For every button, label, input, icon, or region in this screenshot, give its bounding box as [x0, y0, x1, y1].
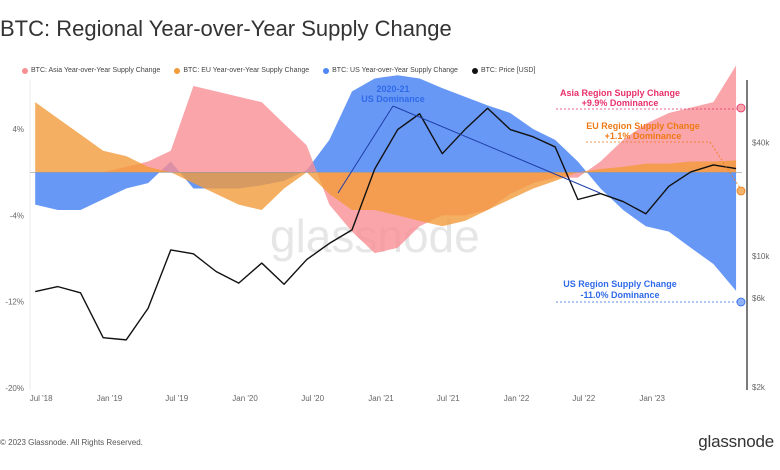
- axis-layer: 4% -4% -12% -20% $40k $10k $6k $2k Jul '18 Jan '1…: [5, 80, 770, 403]
- area-series-eu: [35, 102, 737, 227]
- us-dominance-label-2: US Dominance: [361, 94, 425, 104]
- y-right-tick-label: $10k: [752, 252, 770, 261]
- legend-label-eu: BTC: EU Year-over-Year Supply Change: [183, 67, 310, 74]
- eu-end-marker: [736, 186, 746, 196]
- chart-legend: BTC: Asia Year-over-Year Supply Change B…: [22, 67, 535, 74]
- annotation-layer: 2020-21 US Dominance Asia Region Supply …: [337, 84, 746, 307]
- asia-annotation-1: Asia Region Supply Change: [560, 88, 680, 98]
- legend-swatch-asia: [22, 67, 28, 74]
- us-dominance-label-1: 2020-21: [376, 84, 409, 94]
- legend-item-price[interactable]: BTC: Price [USD]: [471, 67, 536, 74]
- legend-swatch-eu: [174, 67, 181, 74]
- x-tick-label: Jan '19: [97, 394, 123, 403]
- legend-item-asia[interactable]: BTC: Asia Year-over-Year Supply Change: [22, 67, 160, 74]
- copyright-text: © 2023 Glassnode. All Rights Reserved.: [0, 438, 143, 447]
- us-dominance-line-up: [337, 105, 394, 194]
- x-tick-label: Jan '21: [368, 394, 394, 403]
- y-left-tick-label: -20%: [5, 384, 24, 393]
- price-layer: [35, 107, 737, 341]
- y-left-tick-label: -12%: [5, 298, 24, 307]
- legend-label-asia: BTC: Asia Year-over-Year Supply Change: [31, 67, 161, 74]
- eu-annotation-1: EU Region Supply Change: [586, 121, 700, 131]
- chart-title: BTC: Regional Year-over-Year Supply Chan…: [0, 16, 452, 41]
- eu-guide-drop: [709, 141, 741, 189]
- x-tick-label: Jan '22: [504, 394, 530, 403]
- y-right-tick-label: $2k: [752, 383, 766, 392]
- x-tick-label: Jan '20: [232, 394, 258, 403]
- eu-annotation-2: +1.1% Dominance: [605, 131, 682, 141]
- asia-annotation-2: +9.9% Dominance: [582, 98, 659, 108]
- area-series-asia: [35, 65, 737, 254]
- legend-label-price: BTC: Price [USD]: [480, 67, 536, 74]
- us-annotation-1: US Region Supply Change: [563, 279, 677, 289]
- x-tick-label: Jul '22: [572, 394, 595, 403]
- us-dominance-line-down: [392, 105, 601, 194]
- y-right-tick-label: $40k: [752, 139, 770, 148]
- x-tick-label: Jul '20: [301, 394, 324, 403]
- x-tick-label: Jan '23: [639, 394, 665, 403]
- y-right-tick-label: $6k: [752, 294, 766, 303]
- legend-label-us: BTC: US Year-over-Year Supply Change: [332, 67, 458, 74]
- x-tick-label: Jul '18: [30, 394, 53, 403]
- x-tick-label: Jul '19: [165, 394, 188, 403]
- legend-swatch-price: [471, 67, 478, 74]
- y-left-tick-label: -4%: [10, 211, 24, 220]
- us-annotation-2: -11.0% Dominance: [580, 290, 659, 300]
- x-tick-label: Jul '21: [437, 394, 460, 403]
- legend-item-eu[interactable]: BTC: EU Year-over-Year Supply Change: [174, 67, 309, 74]
- series-line-price: [35, 107, 737, 341]
- y-left-tick-label: 4%: [12, 125, 24, 134]
- us-end-marker: [736, 297, 746, 307]
- asia-end-marker: [736, 103, 746, 113]
- legend-item-us[interactable]: BTC: US Year-over-Year Supply Change: [323, 67, 458, 74]
- brand-logo-text: glassnode: [698, 432, 774, 451]
- legend-swatch-us: [323, 67, 330, 74]
